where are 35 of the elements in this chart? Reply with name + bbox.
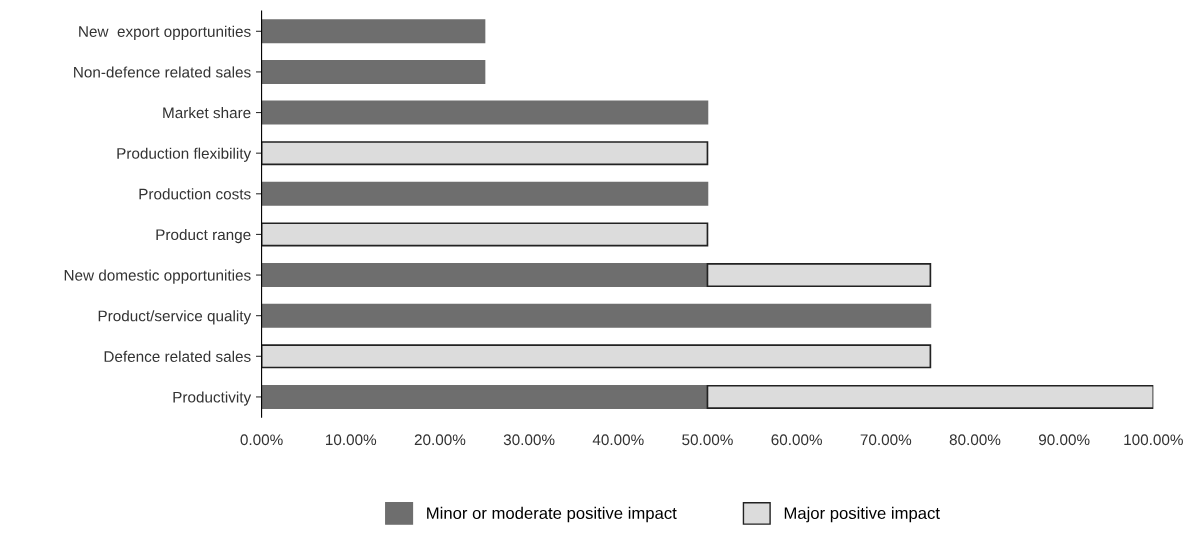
x-tick-label: 100.00% <box>1124 434 1183 446</box>
x-tick-label: 30.00% <box>503 434 555 446</box>
bar <box>261 141 709 166</box>
bar <box>706 384 1154 409</box>
y-tick-label: Product/service quality <box>98 310 252 325</box>
x-tick-label: 90.00% <box>1038 434 1090 446</box>
y-tick-label: Production costs <box>139 188 251 200</box>
bar <box>261 222 709 247</box>
x-tick-label: 40.00% <box>592 434 644 446</box>
y-tick-label: New export opportunities <box>79 25 251 40</box>
x-tick-label: 20.00% <box>414 434 466 446</box>
y-tick-label: Production flexibility <box>117 147 252 162</box>
y-tick-label: Product range <box>156 228 251 244</box>
x-tick-label: 0.00% <box>240 434 283 446</box>
x-tick-label: 50.00% <box>682 434 733 446</box>
bar <box>261 344 932 369</box>
y-tick-label: Market share <box>163 107 251 119</box>
x-tick-label: 10.00% <box>326 434 377 446</box>
bar <box>261 181 709 206</box>
bar <box>261 100 709 125</box>
bar <box>261 19 486 44</box>
x-tick-label: 80.00% <box>949 434 1001 446</box>
x-tick-label: 70.00% <box>860 434 912 446</box>
y-tick-label: Productivity <box>173 391 252 406</box>
y-tick-label: Defence related sales <box>104 350 251 362</box>
bar <box>261 303 932 328</box>
legend-label: Minor or moderate positive impact <box>427 506 677 523</box>
legend-label: Major positive impact <box>784 506 940 523</box>
y-tick-label: New domestic opportunities <box>64 269 251 284</box>
x-tick-label: 60.00% <box>771 434 822 446</box>
bar <box>261 59 486 84</box>
bar <box>261 384 709 409</box>
y-tick-label: Non-defence related sales <box>74 66 251 78</box>
bar <box>261 263 709 288</box>
bar <box>706 263 932 288</box>
